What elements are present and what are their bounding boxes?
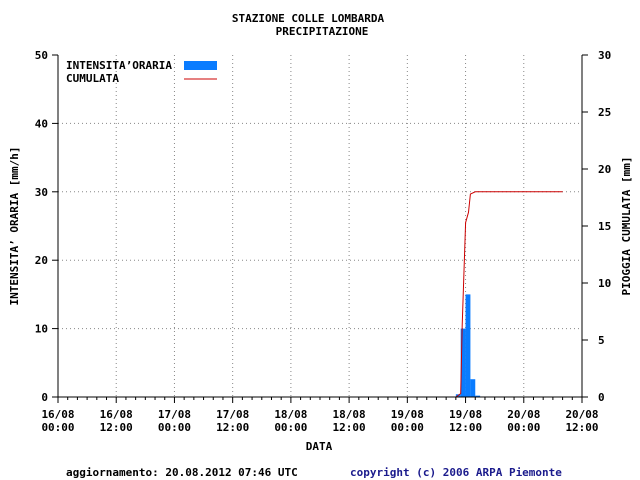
cumulative-line: [58, 191, 563, 398]
x-tick-date: 16/08: [41, 408, 74, 421]
x-tick-date: 19/08: [449, 408, 482, 421]
bar-series: [455, 294, 481, 397]
y-tick-label: 30: [35, 186, 48, 199]
grid-lines: [58, 55, 582, 397]
x-tick-date: 16/08: [100, 408, 133, 421]
x-tick-time: 00:00: [507, 421, 540, 434]
y2-tick-label: 10: [598, 277, 611, 290]
y2-tick-label: 30: [598, 49, 611, 62]
x-tick-time: 12:00: [216, 421, 249, 434]
y-tick-label: 50: [35, 49, 48, 62]
x-tick-time: 12:00: [333, 421, 366, 434]
y2-tick-label: 5: [598, 334, 605, 347]
intensity-bar: [475, 395, 481, 397]
chart-title: STAZIONE COLLE LOMBARDA: [232, 12, 385, 25]
x-tick-time: 00:00: [41, 421, 74, 434]
legend-label: CUMULATA: [66, 72, 119, 85]
legend-label: INTENSITA’ORARIA: [66, 59, 172, 72]
x-tick-date: 18/08: [333, 408, 366, 421]
x-tick-time: 12:00: [100, 421, 133, 434]
y2-axis-label: PIOGGIA CUMULATA [mm]: [620, 156, 633, 295]
x-tick-date: 17/08: [216, 408, 249, 421]
y-tick-label: 0: [41, 391, 48, 404]
x-tick-time: 00:00: [391, 421, 424, 434]
axes: [52, 54, 588, 403]
x-tick-time: 12:00: [449, 421, 482, 434]
x-tick-time: 00:00: [274, 421, 307, 434]
tick-labels: 0102030405005101520253016/0800:0016/0812…: [35, 49, 612, 434]
intensity-bar: [460, 328, 466, 397]
y2-tick-label: 15: [598, 220, 611, 233]
line-series: [58, 191, 563, 398]
y2-tick-label: 0: [598, 391, 605, 404]
y2-tick-label: 25: [598, 106, 611, 119]
update-timestamp: aggiornamento: 20.08.2012 07:46 UTC: [66, 466, 298, 479]
y-tick-label: 40: [35, 117, 48, 130]
x-tick-date: 20/08: [507, 408, 540, 421]
copyright-note: copyright (c) 2006 ARPA Piemonte: [350, 466, 562, 479]
intensity-bar: [465, 294, 471, 397]
x-axis-label: DATA: [306, 440, 333, 453]
x-tick-date: 20/08: [565, 408, 598, 421]
x-tick-date: 18/08: [274, 408, 307, 421]
chart-subtitle: PRECIPITAZIONE: [276, 25, 369, 38]
x-tick-date: 17/08: [158, 408, 191, 421]
y2-tick-label: 20: [598, 163, 611, 176]
x-tick-time: 12:00: [565, 421, 598, 434]
y-tick-label: 20: [35, 254, 48, 267]
y-axis-label: INTENSITA’ ORARIA [mm/h]: [8, 147, 21, 306]
x-tick-date: 19/08: [391, 408, 424, 421]
x-tick-time: 00:00: [158, 421, 191, 434]
intensity-bar: [470, 379, 476, 397]
y-tick-label: 10: [35, 323, 48, 336]
legend-swatch-bar: [184, 61, 217, 70]
